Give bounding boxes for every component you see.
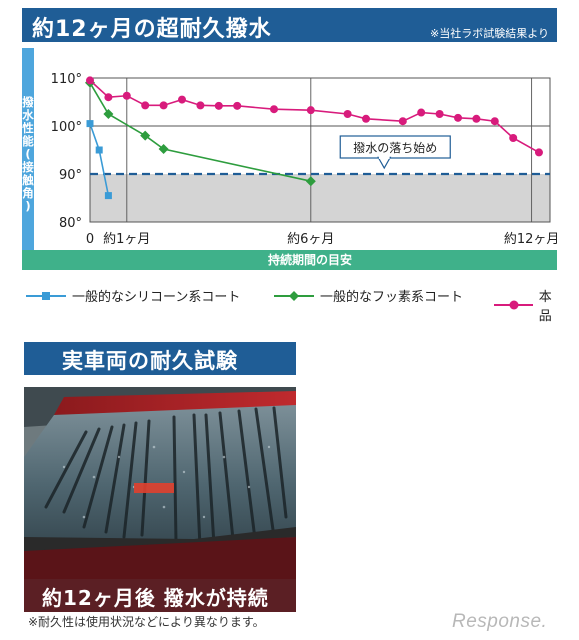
legend-label-silicone: 一般的なシリコーン系コート xyxy=(72,290,241,305)
threshold-callout-label: 撥水の落ち始め xyxy=(353,140,437,155)
data-point-circle xyxy=(159,101,168,110)
legend-item-product: 本品 xyxy=(494,286,564,324)
watermark-logo: Response. xyxy=(452,611,548,632)
data-point-diamond xyxy=(103,109,114,119)
data-point-circle xyxy=(398,117,407,126)
xlabel-band xyxy=(22,250,557,270)
ylabel-char: 能 xyxy=(22,134,34,148)
source-note: ※当社ラボ試験結果より xyxy=(430,27,549,40)
data-point-circle xyxy=(343,110,352,118)
ylabel-char: 角 xyxy=(22,186,34,200)
legend-label-fluorine: 一般的なフッ素系コート xyxy=(320,290,464,305)
windshield-illustration xyxy=(24,387,296,583)
ylabel-char: 水 xyxy=(22,108,34,122)
legend: 一般的なシリコーン系コート 一般的なフッ素系コート 本品 xyxy=(24,286,564,324)
data-point-circle xyxy=(141,101,150,110)
data-point-square xyxy=(95,146,103,154)
legend-marker-fluorine xyxy=(274,290,314,301)
data-point-circle xyxy=(306,106,315,115)
data-point-circle xyxy=(509,134,518,142)
legend-marker-product xyxy=(494,300,533,310)
ylabel-char: 性 xyxy=(22,121,34,135)
footnote: ※耐久性は使用状況などにより異なります。 xyxy=(28,615,265,629)
legend-diamond-marker xyxy=(289,290,299,301)
ylabel-char: ( xyxy=(25,147,30,161)
chart-header: 約12ヶ月の超耐久撥水 ※当社ラボ試験結果より xyxy=(22,8,557,42)
threshold-callout-joint xyxy=(378,156,390,159)
windshield-photo xyxy=(24,387,296,583)
data-point-circle xyxy=(196,101,205,110)
legend-circle-marker xyxy=(509,300,519,310)
ylabel-char: 撥 xyxy=(22,95,34,109)
data-point-diamond xyxy=(140,130,151,141)
legend-item-silicone: 一般的なシリコーン系コート xyxy=(26,286,240,305)
data-point-circle xyxy=(534,148,543,157)
legend-item-fluorine: 一般的なフッ素系コート xyxy=(274,286,463,305)
data-point-circle xyxy=(86,76,94,85)
ylabel-char: ) xyxy=(25,199,30,213)
durability-test-title: 実車両の耐久試験 xyxy=(62,349,238,373)
below-threshold-area xyxy=(90,174,550,222)
data-point-square xyxy=(104,192,112,200)
series-line-2 xyxy=(89,79,540,154)
data-point-circle xyxy=(270,105,278,114)
data-point-circle xyxy=(417,108,426,117)
data-point-circle xyxy=(104,93,113,102)
durability-result-caption: 約12ヶ月後 撥水が持続 xyxy=(24,579,296,612)
data-point-square xyxy=(86,120,94,128)
data-point-circle xyxy=(362,114,370,123)
data-point-circle xyxy=(178,95,186,104)
durability-test-header: 実車両の耐久試験 xyxy=(24,342,296,375)
data-point-diamond xyxy=(158,144,169,155)
legend-marker-silicone xyxy=(26,291,66,300)
ylabel-char: 接 xyxy=(22,160,34,174)
x-tick-label: 約1ヶ月 xyxy=(103,232,150,247)
data-point-circle xyxy=(214,101,223,110)
legend-square-marker xyxy=(42,291,50,300)
y-tick-label: 100° xyxy=(51,120,82,135)
x-tick-label: 0 xyxy=(86,232,94,247)
chart-title: 約12ヶ月の超耐久撥水 xyxy=(32,17,272,42)
data-point-circle xyxy=(490,117,499,126)
legend-label-product: 本品 xyxy=(538,290,552,324)
x-axis-label: 持続期間の目安 xyxy=(268,252,352,267)
data-point-diamond xyxy=(305,176,316,187)
x-tick-label: 約6ヶ月 xyxy=(287,232,334,247)
series-line-1 xyxy=(89,82,311,182)
y-tick-label: 110° xyxy=(51,72,82,87)
y-tick-label: 80° xyxy=(59,216,82,231)
data-point-circle xyxy=(454,113,462,122)
data-point-circle xyxy=(122,91,131,100)
y-tick-label: 90° xyxy=(59,168,82,183)
threshold-callout-box xyxy=(339,135,451,159)
x-tick-label: 約12ヶ月 xyxy=(504,232,557,247)
data-point-circle xyxy=(233,101,242,110)
data-point-circle xyxy=(472,114,481,123)
chart-panel: 撥水性能(接触角) 110° 100° 90° 80° 0 約1ヶ月 約6ヶ月 約12ヶ月持続期… xyxy=(22,48,557,270)
ylabel-char: 触 xyxy=(22,173,34,187)
ylabel-band xyxy=(22,48,34,270)
data-point-circle xyxy=(435,110,444,118)
durability-result-text: 約12ヶ月後 撥水が持続 xyxy=(42,586,269,610)
